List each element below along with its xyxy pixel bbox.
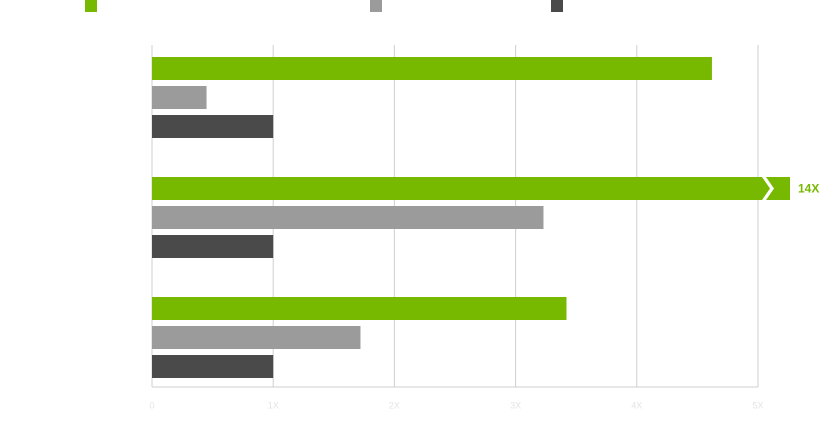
legend-swatch [551,0,563,12]
x-tick-label: 1X [268,400,279,410]
bar [152,115,274,138]
bar [152,57,712,80]
x-tick-label: 3X [510,400,521,410]
value-label: 14X [798,182,819,196]
x-tick-label: 4X [631,400,642,410]
bar [152,326,361,349]
legend-swatch [370,0,382,12]
bar [152,86,207,109]
x-tick-label: 0 [149,400,154,410]
bar [152,177,790,200]
x-tick-label: 5X [752,400,763,410]
bar [152,297,567,320]
bar [152,235,274,258]
x-tick-label: 2X [389,400,400,410]
bar [152,206,544,229]
legend-swatch [85,0,97,12]
bar [152,355,274,378]
